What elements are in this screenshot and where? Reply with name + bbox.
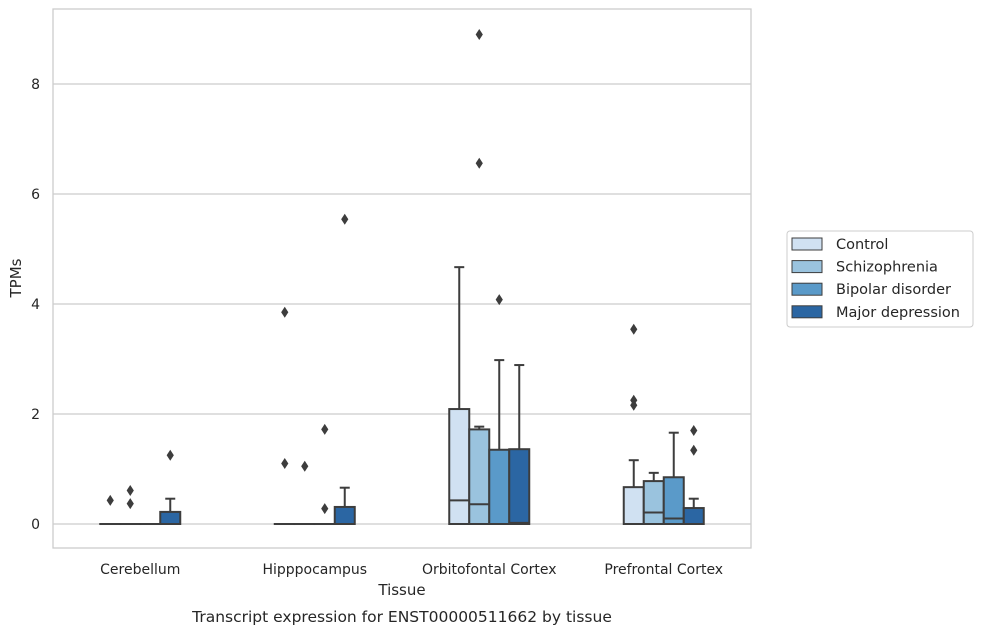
y-axis-ticks: 0 2 4 6 8 [31, 77, 40, 533]
outlier-0 [301, 460, 309, 472]
box-body [488, 448, 511, 525]
legend-label-2: Bipolar disorder [836, 282, 951, 298]
outlier-0 [690, 425, 698, 436]
outlier-0 [166, 449, 174, 461]
box-1-2 [468, 29, 491, 525]
y-tick-label-2: 4 [31, 297, 40, 313]
box-body [662, 476, 685, 525]
box-body [448, 408, 471, 525]
legend-swatch-3 [791, 305, 823, 319]
box-2-3 [662, 431, 685, 525]
y-axis-label: TPMs [7, 258, 25, 298]
box-1-0 [119, 484, 142, 526]
box-1-3 [642, 471, 665, 526]
outlier-0 [106, 494, 114, 506]
legend: Control Schizophrenia Bipolar disorder Majo… [786, 230, 974, 328]
y-tick-label-4: 8 [31, 77, 40, 93]
outlier-1 [281, 458, 289, 469]
outlier-0 [281, 306, 289, 318]
outlier-0 [495, 294, 503, 306]
plot-frame [52, 8, 752, 549]
outlier-1 [690, 444, 698, 456]
outlier-1 [321, 503, 329, 515]
outlier-0 [126, 484, 134, 496]
y-tick-label-1: 2 [31, 407, 40, 423]
plot-background [53, 9, 751, 548]
outlier-0 [321, 423, 329, 435]
box-3-3 [682, 425, 705, 525]
box-0-1 [273, 306, 296, 526]
box-body [333, 505, 356, 526]
outlier-1 [126, 498, 134, 510]
box-0-3 [622, 323, 645, 525]
x-axis-label: Tissue [377, 581, 425, 599]
box-3-2 [508, 364, 531, 526]
legend-swatch-2 [791, 282, 823, 296]
y-tick-label-3: 6 [31, 187, 40, 203]
x-axis-ticks: Cerebellum Hipppocampus Orbitofontal Corte… [100, 562, 723, 578]
x-tick-label-3: Prefrontal Cortex [604, 562, 723, 578]
chart-caption: Transcript expression for ENST0000051166… [191, 608, 612, 626]
box-body [468, 428, 491, 525]
outlier-0 [475, 29, 483, 40]
box-3-0 [159, 449, 182, 525]
box-body [682, 507, 705, 525]
outlier-1 [475, 157, 483, 169]
x-tick-label-1: Hipppocampus [262, 562, 367, 578]
x-tick-label-2: Orbitofontal Cortex [422, 562, 557, 578]
outlier-0 [630, 323, 638, 335]
y-tick-label-0: 0 [31, 517, 40, 533]
box-body [642, 480, 665, 526]
legend-swatch-0 [791, 237, 823, 251]
legend-swatch-1 [791, 260, 823, 274]
box-2-1 [313, 423, 336, 526]
legend-label-0: Control [836, 237, 888, 253]
legend-label-1: Schizophrenia [836, 260, 938, 276]
box-3-1 [333, 213, 356, 526]
box-body [622, 486, 645, 525]
x-tick-label-0: Cerebellum [100, 562, 180, 578]
legend-label-3: Major depression [836, 305, 960, 321]
legend-frame [786, 230, 974, 328]
box-body [159, 510, 182, 525]
box-body [508, 448, 531, 526]
outlier-2 [630, 399, 638, 411]
boxes-layer [99, 29, 705, 526]
outlier-0 [341, 213, 349, 225]
